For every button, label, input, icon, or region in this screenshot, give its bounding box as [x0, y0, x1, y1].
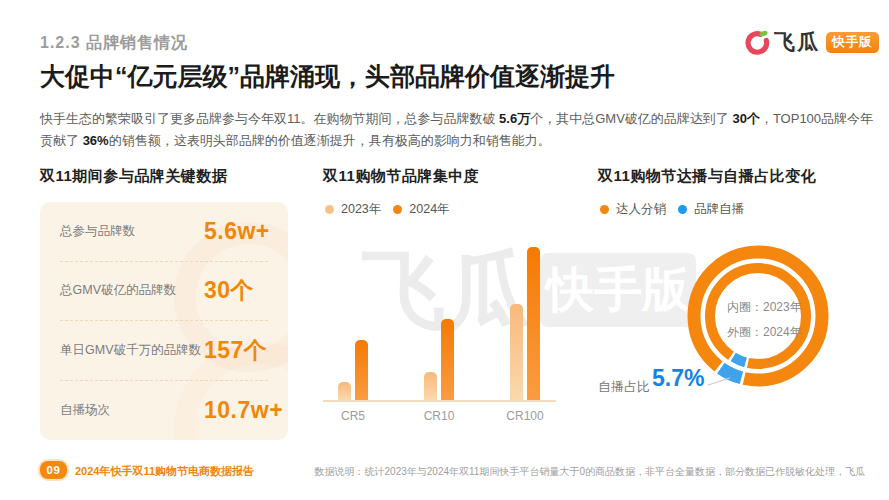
donut-chart-heading: 双11购物节达播与自播占比变化 — [598, 167, 816, 186]
bar-CR5-2024年 — [355, 340, 368, 400]
bar-category-label: CR100 — [500, 409, 550, 423]
key-data-label: 单日GMV破千万的品牌数 — [60, 342, 201, 359]
key-data-value: 30个 — [204, 275, 254, 306]
bar-CR10-2023年 — [424, 372, 437, 400]
bar-CR100-2023年 — [510, 304, 523, 400]
legend-item-2023: 2023年 — [325, 201, 381, 218]
key-data-row: 总GMV破亿的品牌数 30个 — [60, 262, 268, 322]
feigua-logo-icon — [744, 29, 770, 55]
key-data-value: 157个 — [204, 335, 267, 366]
bar-CR10-2024年 — [441, 319, 454, 400]
page-title: 大促中“亿元层级”品牌涌现，头部品牌价值逐渐提升 — [40, 60, 615, 93]
brand-name: 飞瓜 — [774, 28, 820, 56]
bar-CR100-2024年 — [527, 247, 540, 400]
bar-chart-axis — [323, 400, 556, 402]
legend-item-brand: 品牌自播 — [678, 201, 744, 218]
legend-dot-daren — [600, 205, 609, 214]
donut-chart-legend: 达人分销 品牌自播 — [600, 201, 744, 218]
key-data-label: 总参与品牌数 — [60, 223, 135, 240]
bar-CR5-2023年 — [338, 382, 351, 400]
data-note: 数据说明：统计2023年与2024年双11期间快手平台销量大于0的商品数据，非平… — [315, 465, 865, 479]
key-data-heading: 双11期间参与品牌关键数据 — [40, 167, 227, 186]
legend-item-daren: 达人分销 — [600, 201, 666, 218]
report-title: 2024年快手双11购物节电商数据报告 — [75, 464, 254, 479]
key-data-value: 10.7w+ — [204, 397, 283, 424]
inner-ring-label: 内圈：2023年 — [727, 295, 802, 320]
key-data-row: 自播场次10.7w+ — [60, 381, 268, 441]
donut-ring-labels: 内圈：2023年 外圈：2024年 — [727, 295, 802, 345]
legend-dot-brand — [678, 205, 687, 214]
bar-chart-heading: 双11购物节品牌集中度 — [323, 167, 479, 186]
key-data-row: 总参与品牌数 5.6w+ — [60, 202, 268, 262]
bar-chart — [323, 240, 563, 400]
section-label: 1.2.3 品牌销售情况 — [40, 33, 188, 54]
bar-category-label: CR10 — [414, 409, 464, 423]
key-data-value: 5.6w+ — [204, 218, 270, 245]
page-number-badge: 09 — [40, 461, 67, 479]
intro-paragraph: 快手生态的繁荣吸引了更多品牌参与今年双11。在购物节期间，总参与品牌数破 5.6… — [40, 108, 874, 152]
brand-edition-badge: 快手版 — [826, 32, 879, 53]
outer-ring-label: 外圈：2024年 — [727, 320, 802, 345]
bar-category-label: CR5 — [328, 409, 378, 423]
self-broadcast-share-value: 5.7% — [652, 365, 704, 392]
legend-dot-2023 — [325, 205, 334, 214]
key-data-card: 总参与品牌数 5.6w+ 总GMV破亿的品牌数 30个单日GMV破千万的品牌数157个… — [40, 202, 288, 440]
key-data-row: 单日GMV破千万的品牌数157个 — [60, 321, 268, 381]
key-data-label: 自播场次 — [60, 402, 110, 419]
legend-item-2024: 2024年 — [393, 201, 449, 218]
legend-dot-2024 — [393, 205, 402, 214]
self-broadcast-share-label: 自播占比 — [598, 378, 650, 396]
bar-chart-legend: 2023年 2024年 — [325, 201, 450, 218]
key-data-label: 总GMV破亿的品牌数 — [60, 282, 176, 299]
brand-logo: 飞瓜 快手版 — [744, 28, 879, 56]
